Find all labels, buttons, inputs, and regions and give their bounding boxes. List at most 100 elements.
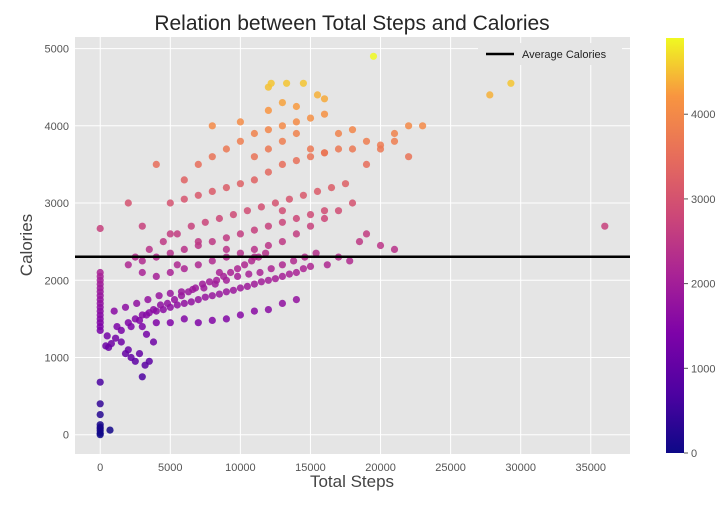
x-tick-label: 20000	[365, 462, 396, 474]
data-point	[278, 160, 286, 168]
data-point	[257, 278, 265, 286]
data-point	[201, 218, 209, 226]
data-point	[177, 288, 186, 296]
data-point	[278, 238, 286, 246]
data-point	[138, 268, 146, 277]
data-point	[306, 211, 315, 219]
data-point	[222, 234, 230, 242]
data-point	[236, 118, 244, 126]
data-point	[173, 230, 181, 238]
data-point	[117, 338, 125, 346]
data-point	[264, 306, 272, 314]
data-point	[250, 226, 258, 234]
x-tick-label: 25000	[435, 462, 466, 474]
data-point	[243, 282, 251, 290]
data-point	[241, 261, 249, 269]
data-point	[124, 346, 132, 354]
data-point	[124, 261, 132, 269]
data-point	[299, 191, 307, 199]
data-point	[283, 79, 291, 87]
data-point	[112, 334, 120, 342]
data-point	[306, 262, 315, 270]
data-point	[348, 145, 357, 153]
data-point	[110, 307, 118, 315]
x-axis-ticks: 0 5000 10000 15000 20000 25000 30000 35000	[97, 462, 606, 474]
data-point	[234, 265, 242, 273]
data-point	[205, 278, 214, 286]
data-point	[243, 207, 251, 215]
data-point	[419, 122, 427, 130]
data-point	[236, 311, 244, 319]
data-point	[142, 330, 151, 338]
data-point	[334, 129, 343, 138]
data-point	[131, 357, 139, 365]
data-point	[285, 195, 293, 203]
data-point	[135, 316, 144, 324]
data-point	[107, 340, 115, 348]
data-point	[264, 222, 272, 230]
data-point	[194, 238, 202, 246]
data-point	[264, 106, 272, 114]
colorbar-gradient	[666, 38, 684, 453]
data-point	[166, 319, 174, 327]
y-tick-label: 3000	[45, 198, 69, 210]
x-tick-label: 5000	[158, 462, 182, 474]
data-point	[299, 265, 307, 273]
data-point	[236, 180, 244, 188]
data-point	[152, 272, 160, 280]
data-point	[208, 122, 216, 130]
data-point	[152, 160, 160, 168]
y-tick-label: 4000	[45, 121, 69, 133]
data-point	[194, 191, 202, 199]
data-point	[271, 275, 279, 283]
data-point	[145, 245, 153, 253]
colorbar-tick-label: 3000	[691, 194, 715, 206]
colorbar: 0 1000 2000 3000 4000	[666, 38, 715, 460]
data-point	[299, 79, 307, 87]
data-point	[267, 79, 275, 87]
y-tick-label: 2000	[45, 275, 69, 287]
data-point	[236, 230, 244, 238]
data-point	[234, 272, 242, 280]
data-point	[362, 137, 371, 145]
data-point	[96, 378, 104, 386]
data-point	[229, 211, 237, 219]
data-point	[250, 176, 258, 184]
data-point	[290, 257, 298, 265]
data-point	[278, 122, 286, 130]
data-point	[222, 276, 230, 284]
data-point	[180, 265, 188, 273]
data-point	[405, 122, 413, 130]
data-point	[292, 214, 300, 223]
data-point	[121, 303, 130, 311]
data-point	[278, 99, 286, 107]
colorbar-tick-label: 1000	[691, 363, 715, 375]
data-point	[138, 323, 146, 331]
data-point	[376, 145, 385, 153]
data-point	[166, 289, 174, 297]
data-point	[124, 199, 132, 207]
colorbar-ticks: 0 1000 2000 3000 4000	[684, 109, 715, 460]
data-point	[194, 319, 202, 327]
plot-area	[75, 37, 630, 454]
data-point	[355, 238, 364, 246]
x-axis-label: Total Steps	[310, 472, 394, 491]
data-point	[96, 411, 104, 419]
data-point	[236, 284, 244, 292]
y-axis-ticks: 0 1000 2000 3000 4000 5000	[45, 44, 69, 442]
data-point	[166, 199, 174, 207]
data-point	[264, 241, 272, 250]
data-point	[264, 145, 272, 153]
data-point	[215, 290, 223, 298]
data-point	[208, 292, 216, 300]
data-point	[180, 195, 188, 203]
data-point	[194, 296, 202, 304]
data-point	[227, 268, 235, 277]
data-point	[250, 129, 258, 138]
data-point	[133, 299, 141, 307]
data-point	[312, 249, 320, 257]
data-point	[292, 102, 300, 111]
data-point	[152, 319, 160, 327]
data-point	[334, 145, 343, 153]
data-point	[149, 306, 158, 314]
